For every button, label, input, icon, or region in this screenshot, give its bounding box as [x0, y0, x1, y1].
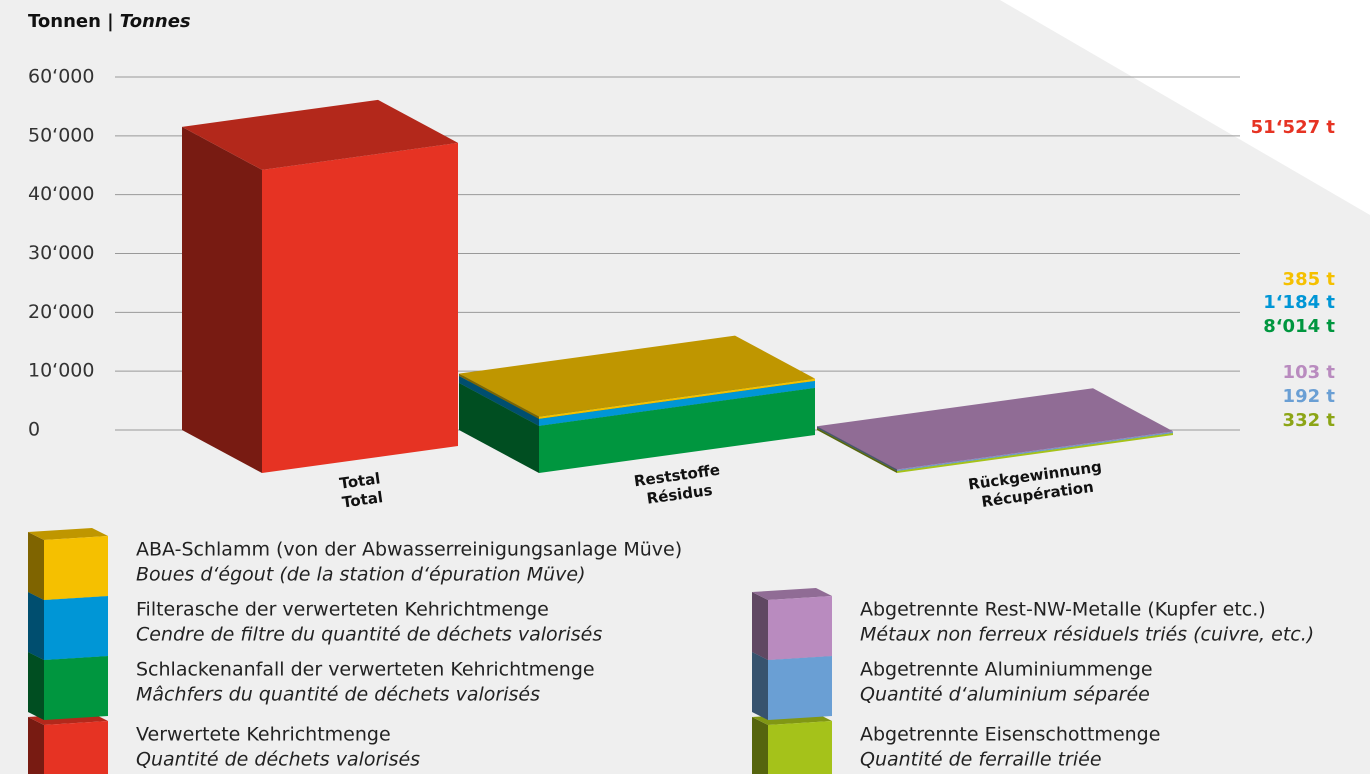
y-tick-label: 50‘000: [28, 124, 94, 146]
value-label: 103 t: [1283, 362, 1336, 383]
value-label: 1‘184 t: [1263, 292, 1335, 313]
legend-item: Abgetrennte Rest-NW-Metalle (Kupfer etc.…: [752, 588, 1314, 660]
bar-front: [897, 431, 1173, 472]
bar: [459, 335, 815, 419]
legend-swatch: [768, 596, 832, 660]
legend-item: Verwertete Kehrichtmenge Quantité de déch…: [28, 713, 420, 774]
y-tick-label: 30‘000: [28, 242, 94, 264]
legend-swatch-top: [28, 528, 108, 540]
legend-swatch-side: [752, 717, 768, 774]
bar-front: [897, 433, 1173, 473]
legend-label: Abgetrennte Rest-NW-Metalle (Kupfer etc.…: [860, 599, 1266, 621]
bar-front: [897, 431, 1173, 470]
legend-item: Schlackenanfall der verwerteten Kehricht…: [28, 648, 595, 720]
x-tick-label: Total: [338, 469, 381, 492]
legend-label-fr: Quantité de ferraille triée: [860, 749, 1102, 771]
bar-side: [817, 428, 897, 473]
legend-swatch: [768, 721, 832, 774]
bar-front: [539, 387, 815, 473]
y-label-fr: Tonnes: [120, 11, 191, 32]
legend-item: Abgetrennte Eisenschottmenge Quantité de …: [752, 713, 1160, 774]
bar-front: [262, 142, 458, 473]
legend-label: ABA-Schlamm (von der Abwasserreinigungsa…: [136, 539, 682, 561]
legend-item: Filterasche der verwerteten Kehrichtmeng…: [28, 588, 602, 660]
bar-side: [817, 426, 897, 472]
legend-swatch: [44, 721, 108, 774]
legend-swatch-side: [752, 652, 768, 720]
y-tick-label: 0: [28, 419, 40, 441]
bar-side: [817, 426, 897, 470]
legend-swatch-side: [752, 592, 768, 660]
legend-swatch-side: [28, 592, 44, 660]
legend-label: Schlackenanfall der verwerteten Kehricht…: [136, 659, 595, 681]
y-tick-label: 20‘000: [28, 301, 94, 323]
bar: [182, 99, 458, 473]
bar-side: [459, 373, 539, 419]
legend-item: ABA-Schlamm (von der Abwasserreinigungsa…: [28, 528, 682, 600]
legend-swatch-side: [28, 652, 44, 720]
legend-swatch: [768, 656, 832, 720]
legend-swatch-side: [28, 532, 44, 600]
legend-label-fr: Quantité d‘aluminium séparée: [860, 684, 1150, 706]
legend-label: Filterasche der verwerteten Kehrichtmeng…: [136, 599, 549, 621]
bar-side: [459, 382, 539, 473]
legend-swatch: [44, 656, 108, 720]
legend-label-fr: Métaux non ferreux résiduels triés (cuiv…: [860, 624, 1314, 646]
legend-label-fr: Boues d‘égout (de la station d‘épuration…: [136, 564, 586, 586]
legend-swatch: [44, 536, 108, 600]
legend-label-fr: Quantité de déchets valorisés: [136, 749, 420, 771]
legend-swatch-top: [752, 588, 832, 600]
legend-swatch-side: [28, 717, 44, 774]
y-tick-label: 40‘000: [28, 183, 94, 205]
y-tick-label: 10‘000: [28, 360, 94, 382]
legend-label: Abgetrennte Aluminiummenge: [860, 659, 1153, 681]
y-tick-label: 60‘000: [28, 66, 94, 88]
bar-side: [182, 126, 262, 473]
bar-front: [539, 380, 815, 426]
legend-swatch: [44, 596, 108, 660]
value-label: 192 t: [1283, 386, 1336, 407]
y-axis-title: Tonnen | Tonnes: [28, 11, 191, 32]
value-label: 8‘014 t: [1263, 316, 1335, 337]
value-label: 332 t: [1283, 410, 1336, 431]
legend-label-fr: Cendre de filtre du quantité de déchets …: [136, 624, 602, 646]
legend-label: Verwertete Kehrichtmenge: [136, 724, 391, 746]
y-label-de: Tonnen |: [28, 11, 114, 32]
bar-top: [182, 99, 458, 170]
legend-label: Abgetrennte Eisenschottmenge: [860, 724, 1160, 746]
bar-side: [459, 375, 539, 426]
bar-top: [817, 388, 1173, 470]
value-label: 51‘527 t: [1251, 117, 1336, 138]
legend-label-fr: Mâchfers du quantité de déchets valorisé…: [136, 684, 540, 706]
value-label: 385 t: [1283, 269, 1336, 290]
bar-front: [539, 378, 815, 419]
bar: [817, 388, 1173, 470]
x-tick-label: Total: [341, 488, 384, 511]
bar-top: [459, 335, 815, 417]
